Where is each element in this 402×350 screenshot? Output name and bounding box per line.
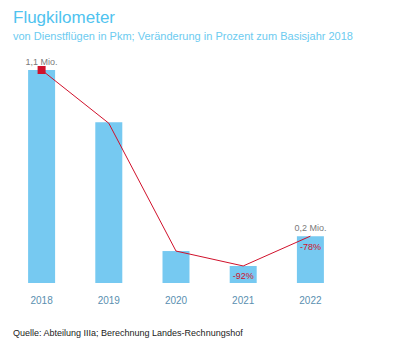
svg-text:Flugkilometer: Flugkilometer — [13, 8, 115, 27]
svg-text:2018: 2018 — [30, 295, 53, 306]
svg-text:2022: 2022 — [299, 295, 322, 306]
svg-text:von Dienstflügen in Pkm; Verän: von Dienstflügen in Pkm; Veränderung in … — [13, 30, 353, 42]
svg-text:Quelle: Abteilung IIIa; Berech: Quelle: Abteilung IIIa; Berechnung Lande… — [13, 328, 243, 338]
svg-text:2019: 2019 — [98, 295, 121, 306]
svg-text:2021: 2021 — [232, 295, 255, 306]
svg-text:2020: 2020 — [165, 295, 188, 306]
svg-text:-78%: -78% — [300, 242, 321, 252]
svg-text:1,1 Mio.: 1,1 Mio. — [26, 57, 58, 67]
svg-text:-92%: -92% — [233, 271, 254, 281]
svg-text:0,2 Mio.: 0,2 Mio. — [294, 223, 326, 233]
